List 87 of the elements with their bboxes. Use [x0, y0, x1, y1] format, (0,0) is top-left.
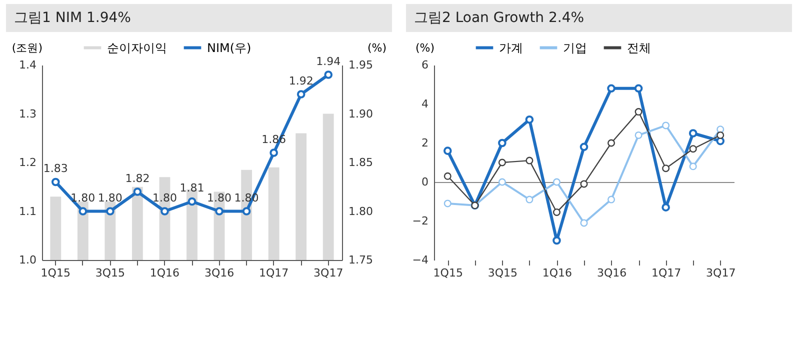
x-tick-label: 1Q15	[40, 266, 70, 280]
x-tick-label: 3Q17	[706, 266, 736, 280]
y-tick-label: 1.4	[19, 58, 36, 72]
point	[526, 156, 534, 164]
legend-label: 기업	[563, 40, 587, 55]
point	[688, 129, 698, 138]
y2-tick-label: 1.85	[348, 156, 373, 169]
x-tick-label: 3Q15	[95, 266, 126, 280]
data-label: 1.80	[207, 191, 232, 204]
point	[580, 180, 588, 188]
y2-axis-title: (%)	[368, 42, 387, 54]
point	[106, 207, 114, 216]
y2-tick-label: 1.80	[348, 204, 373, 218]
point	[188, 197, 196, 206]
x-tick-label: 3Q16	[596, 266, 627, 280]
x-tick-label: 3Q16	[204, 266, 234, 280]
x-tick-label: 1Q17	[258, 266, 289, 280]
legend-label: 전체	[627, 40, 651, 55]
x-tick-label: 1Q17	[651, 266, 682, 280]
point	[525, 115, 534, 124]
legend-label: 순이자이익	[107, 40, 167, 55]
point	[716, 131, 724, 139]
data-label: 1.80	[70, 191, 96, 204]
x-tick-label: 3Q17	[314, 266, 344, 280]
point	[689, 162, 697, 170]
point	[689, 145, 697, 153]
y2-tick-label: 1.90	[348, 107, 373, 120]
point	[242, 207, 251, 216]
point	[552, 236, 561, 245]
data-label: 1.94	[316, 54, 341, 68]
data-label: 1.83	[43, 162, 68, 175]
point	[78, 207, 88, 216]
point	[498, 178, 506, 186]
y-tick-label: 1.2	[19, 156, 36, 169]
point	[444, 172, 452, 180]
point	[444, 200, 452, 208]
legend-label: NIM(우)	[207, 40, 252, 55]
data-label: 1.82	[125, 172, 150, 185]
point	[324, 70, 333, 79]
x-tick-label: 1Q15	[433, 266, 463, 280]
point	[215, 207, 224, 216]
y-tick-label: −2	[412, 214, 428, 228]
point	[662, 122, 670, 130]
y-tick-label: 4	[422, 98, 428, 110]
point	[662, 203, 670, 212]
x-tick-label: 1Q16	[542, 266, 572, 280]
y-axis-title: (조원)	[12, 42, 42, 54]
y-tick-label: 1.1	[19, 204, 36, 218]
data-label: 1.80	[152, 191, 177, 204]
point	[498, 138, 506, 148]
y-tick-label: 1.0	[19, 254, 36, 266]
data-label: 1.80	[98, 191, 122, 204]
x-tick-label: 1Q16	[150, 266, 180, 280]
point	[51, 178, 60, 186]
point	[716, 136, 725, 146]
point	[662, 164, 670, 172]
x-tick-label: 3Q15	[488, 266, 518, 280]
chart-title: 그림1 NIM 1.94%	[6, 4, 392, 32]
point	[634, 131, 642, 139]
y-tick-label: −4	[412, 254, 428, 266]
point	[552, 178, 560, 186]
point	[133, 188, 142, 196]
data-label: 1.81	[180, 182, 204, 194]
point	[160, 207, 169, 216]
data-label: 1.92	[288, 74, 314, 88]
y2-tick-label: 1.75	[348, 254, 373, 266]
point	[608, 139, 616, 147]
point	[634, 108, 642, 116]
point	[296, 90, 306, 98]
chart-title: 그림2 Loan Growth 2.4%	[406, 4, 792, 32]
y2-tick-label: 1.95	[348, 58, 373, 72]
point	[498, 158, 506, 166]
y-tick-label: 1.3	[19, 107, 36, 120]
point	[270, 148, 278, 157]
y-tick-label: 6	[422, 58, 428, 72]
point	[580, 219, 588, 227]
legend-label: 가계	[499, 40, 523, 55]
point	[607, 84, 616, 93]
point	[580, 142, 588, 152]
point	[552, 208, 560, 216]
y-tick-label: 2	[422, 136, 428, 150]
point	[443, 146, 452, 155]
y-axis-title: (%)	[415, 42, 434, 54]
point	[526, 196, 534, 204]
y-tick-label: 0	[422, 176, 428, 188]
point	[634, 84, 643, 93]
point	[608, 196, 616, 204]
